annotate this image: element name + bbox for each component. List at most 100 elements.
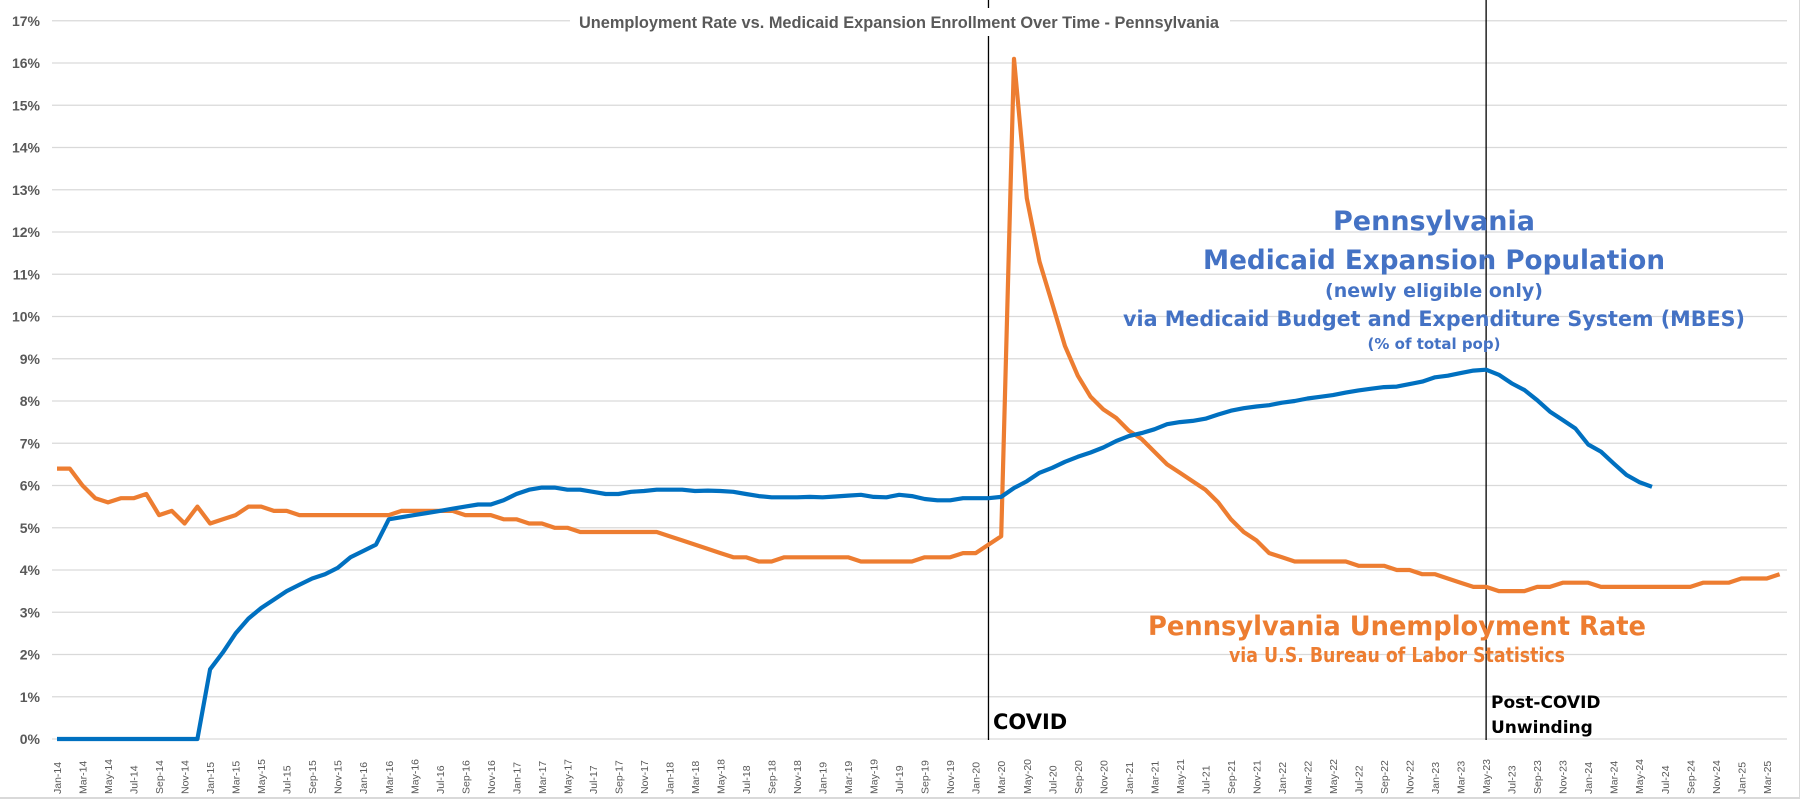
x-tick-label: Jul-24 bbox=[1660, 765, 1672, 794]
y-tick-label: 11% bbox=[13, 266, 41, 282]
y-tick-label: 7% bbox=[20, 435, 41, 451]
medicaid-annotation-line-4: via Medicaid Budget and Expenditure Syst… bbox=[1123, 307, 1745, 331]
x-tick-label: Jul-17 bbox=[588, 765, 600, 794]
x-tick-label: May-20 bbox=[1022, 759, 1034, 794]
x-tick-label: Mar-22 bbox=[1302, 761, 1314, 794]
x-tick-label: May-24 bbox=[1634, 759, 1646, 794]
x-tick-label: Jul-18 bbox=[741, 765, 753, 794]
x-tick-label: Jan-20 bbox=[971, 762, 983, 794]
covid-label: COVID bbox=[993, 710, 1067, 734]
x-tick-label: Nov-24 bbox=[1711, 760, 1723, 794]
y-tick-label: 17% bbox=[12, 13, 41, 29]
y-tick-label: 13% bbox=[12, 182, 41, 198]
unemployment-annotation-line-1: Pennsylvania Unemployment Rate bbox=[1148, 611, 1646, 642]
x-tick-label: Nov-21 bbox=[1251, 760, 1263, 794]
y-tick-label: 9% bbox=[20, 351, 41, 367]
x-tick-label: Sep-20 bbox=[1073, 760, 1085, 794]
x-tick-label: Jan-16 bbox=[358, 762, 370, 794]
x-tick-label: Nov-20 bbox=[1098, 760, 1110, 794]
series-lines bbox=[56, 56, 1781, 742]
y-tick-label: 2% bbox=[20, 647, 41, 663]
x-tick-label: May-16 bbox=[409, 759, 421, 794]
x-tick-label: Jul-14 bbox=[129, 765, 141, 794]
x-tick-label: Nov-14 bbox=[180, 760, 192, 794]
x-tick-label: Mar-24 bbox=[1609, 761, 1621, 794]
medicaid-annotation-line-2: Medicaid Expansion Population bbox=[1203, 245, 1665, 276]
x-tick-label: Jan-25 bbox=[1736, 762, 1748, 794]
y-tick-label: 12% bbox=[12, 224, 41, 240]
x-tick-label: Mar-15 bbox=[231, 761, 243, 794]
x-tick-label: Nov-15 bbox=[333, 760, 345, 794]
x-tick-label: Sep-15 bbox=[307, 760, 319, 794]
x-tick-label: Sep-16 bbox=[460, 760, 472, 794]
x-tick-label: May-18 bbox=[716, 759, 728, 794]
x-tick-label: Mar-17 bbox=[537, 761, 549, 794]
x-tick-label: Sep-17 bbox=[613, 760, 625, 794]
x-tick-label: Sep-19 bbox=[920, 760, 932, 794]
y-tick-label: 15% bbox=[12, 97, 41, 113]
y-tick-label: 3% bbox=[20, 604, 41, 620]
x-tick-label: Jan-17 bbox=[511, 762, 523, 794]
post-covid-label-line-1: Post-COVID bbox=[1491, 693, 1601, 713]
y-tick-label: 4% bbox=[20, 562, 41, 578]
x-tick-label: Nov-22 bbox=[1405, 760, 1417, 794]
x-tick-label: Jan-15 bbox=[205, 762, 217, 794]
y-tick-label: 6% bbox=[20, 478, 41, 494]
x-tick-label: May-23 bbox=[1481, 759, 1493, 794]
x-tick-label: Sep-21 bbox=[1226, 760, 1238, 794]
y-tick-label: 1% bbox=[20, 689, 41, 705]
x-tick-label: Jul-22 bbox=[1354, 765, 1366, 794]
unemployment-annotation-line-2: via U.S. Bureau of Labor Statistics bbox=[1229, 643, 1565, 667]
x-tick-label: May-22 bbox=[1328, 759, 1340, 794]
post-covid-label-line-2: Unwinding bbox=[1491, 718, 1593, 738]
x-tick-label: May-15 bbox=[256, 759, 268, 794]
x-tick-label: Nov-17 bbox=[639, 760, 651, 794]
x-tick-label: Jul-15 bbox=[282, 765, 294, 794]
x-tick-label: May-21 bbox=[1175, 759, 1187, 794]
x-tick-label: Jan-22 bbox=[1277, 762, 1289, 794]
x-tick-label: Mar-20 bbox=[996, 761, 1008, 794]
x-tick-label: May-19 bbox=[869, 759, 881, 794]
y-tick-label: 0% bbox=[20, 731, 41, 747]
x-tick-label: Sep-22 bbox=[1379, 760, 1391, 794]
title-background bbox=[570, 8, 1230, 36]
x-tick-label: Sep-18 bbox=[767, 760, 779, 794]
x-tick-label: Sep-24 bbox=[1685, 760, 1697, 794]
unemployment-line bbox=[57, 56, 1781, 594]
x-axis-tick-labels: Jan-14 Mar-14 May-14 Jul-14 Sep-14 Nov-14 Jan-… bbox=[52, 759, 1774, 794]
x-tick-label: Jul-23 bbox=[1507, 765, 1519, 794]
x-tick-label: May-17 bbox=[562, 759, 574, 794]
x-tick-label: Jan-19 bbox=[818, 762, 830, 794]
x-tick-label: Jul-21 bbox=[1200, 765, 1212, 794]
y-axis-tick-labels: 0% 1% 2% 3% 4% 5% 6% 7% 8% 9% 10% 11% 12% 13% 14% 15% 16… bbox=[12, 13, 41, 747]
medicaid-annotation-line-1: Pennsylvania bbox=[1333, 206, 1535, 237]
x-tick-label: Mar-14 bbox=[78, 761, 90, 794]
x-tick-label: Mar-18 bbox=[690, 761, 702, 794]
x-tick-label: Jan-23 bbox=[1430, 762, 1442, 794]
y-tick-label: 5% bbox=[20, 520, 41, 536]
x-tick-label: Mar-16 bbox=[384, 761, 396, 794]
x-tick-label: Jan-24 bbox=[1583, 762, 1595, 794]
x-tick-label: Jan-18 bbox=[664, 762, 676, 794]
y-tick-label: 14% bbox=[12, 140, 41, 156]
medicaid-line bbox=[57, 367, 1653, 742]
covid-marker-label: COVID bbox=[993, 710, 1067, 734]
x-tick-label: May-14 bbox=[103, 759, 115, 794]
x-tick-label: Mar-25 bbox=[1762, 761, 1774, 794]
x-tick-label: Sep-14 bbox=[154, 760, 166, 794]
x-tick-label: Nov-23 bbox=[1558, 760, 1570, 794]
x-tick-label: Jan-14 bbox=[52, 762, 64, 794]
medicaid-annotation: Pennsylvania Medicaid Expansion Populati… bbox=[1123, 206, 1745, 353]
x-tick-label: Nov-18 bbox=[792, 760, 804, 794]
medicaid-annotation-line-3: (newly eligible only) bbox=[1325, 280, 1543, 302]
x-tick-label: Mar-19 bbox=[843, 761, 855, 794]
x-tick-label: Jul-16 bbox=[435, 765, 447, 794]
y-tick-label: 10% bbox=[12, 309, 41, 325]
y-tick-label: 16% bbox=[12, 55, 41, 71]
x-tick-label: Mar-21 bbox=[1149, 761, 1161, 794]
post-covid-marker-label: Post-COVID Unwinding bbox=[1491, 693, 1601, 738]
x-tick-label: Jul-19 bbox=[894, 765, 906, 794]
x-tick-label: Nov-19 bbox=[945, 760, 957, 794]
chart-title: Unemployment Rate vs. Medicaid Expansion… bbox=[579, 13, 1220, 32]
